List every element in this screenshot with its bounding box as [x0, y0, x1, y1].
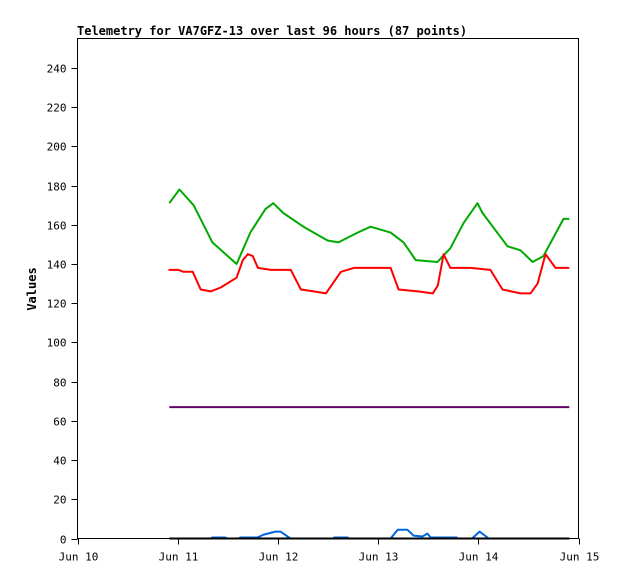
- y-tick-label: 180: [47, 181, 67, 194]
- y-axis-label: Values: [25, 267, 39, 310]
- y-tick-label: 160: [47, 220, 67, 233]
- y-tick-label: 0: [60, 534, 67, 547]
- y-tick-label: 220: [47, 102, 67, 115]
- x-tick-label: Jun 11: [159, 551, 199, 564]
- y-tick-label: 80: [53, 377, 66, 390]
- chart-title: Telemetry for VA7GFZ-13 over last 96 hou…: [77, 24, 467, 38]
- y-tick-label: 60: [53, 416, 66, 429]
- plot-frame: [77, 38, 579, 539]
- series-line-1: [168, 253, 570, 295]
- y-tick-label: 100: [47, 337, 67, 350]
- x-tick-label: Jun 14: [459, 551, 499, 564]
- x-tick-label: Jun 10: [59, 551, 99, 564]
- x-tick-label: Jun 12: [259, 551, 299, 564]
- y-tick-label: 140: [47, 259, 67, 272]
- y-tick-label: 20: [53, 494, 66, 507]
- y-tick-label: 120: [47, 298, 67, 311]
- y-tick-label: 40: [53, 455, 66, 468]
- y-tick-label: 200: [47, 141, 67, 154]
- x-tick-label: Jun 15: [560, 551, 600, 564]
- x-tick-label: Jun 13: [359, 551, 399, 564]
- series-line-0: [168, 188, 570, 265]
- y-tick-label: 240: [47, 63, 67, 76]
- series-line-3: [169, 528, 570, 540]
